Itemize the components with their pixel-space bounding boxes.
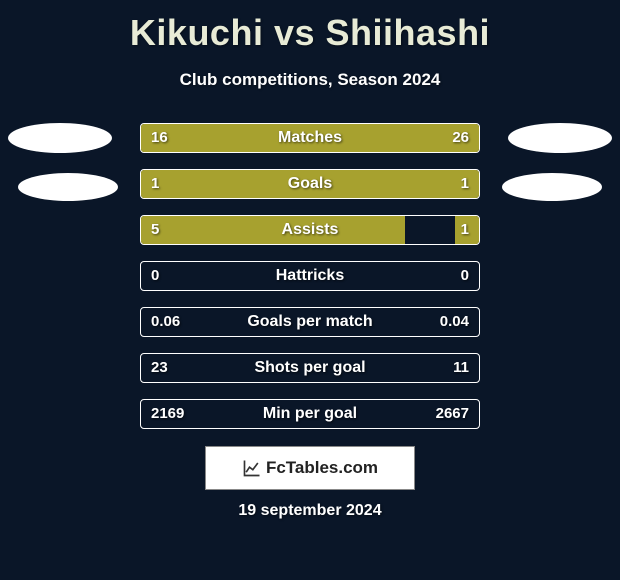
player1-photo-placeholder [8,123,112,153]
stat-value-right: 1 [461,170,469,199]
stat-value-right: 2667 [436,400,469,429]
player1-badge-placeholder [18,173,118,201]
stat-row: 2169Min per goal2667 [140,399,480,429]
stat-row: 1Goals1 [140,169,480,199]
player2-photo-placeholder [508,123,612,153]
branding-box: FcTables.com [205,446,415,490]
player1-name: Kikuchi [130,12,264,53]
stat-row: 0.06Goals per match0.04 [140,307,480,337]
stat-row: 5Assists1 [140,215,480,245]
stat-row: 16Matches26 [140,123,480,153]
page-title: Kikuchi vs Shiihashi [0,0,620,54]
stats-container: 16Matches261Goals15Assists10Hattricks00.… [140,123,480,445]
footer-date: 19 september 2024 [0,502,620,520]
chart-icon [242,458,262,478]
branding-text: FcTables.com [266,458,378,478]
stat-label: Hattricks [141,262,479,291]
stat-label: Min per goal [141,400,479,429]
stat-label: Goals [141,170,479,199]
stat-label: Assists [141,216,479,245]
stat-value-right: 11 [453,354,469,383]
stat-label: Shots per goal [141,354,479,383]
stat-value-right: 0.04 [440,308,469,337]
stat-value-right: 1 [461,216,469,245]
subtitle: Club competitions, Season 2024 [0,70,620,90]
stat-row: 23Shots per goal11 [140,353,480,383]
stat-label: Goals per match [141,308,479,337]
stat-value-right: 0 [461,262,469,291]
stat-value-right: 26 [452,124,469,153]
stat-label: Matches [141,124,479,153]
player2-name: Shiihashi [326,12,491,53]
player2-badge-placeholder [502,173,602,201]
stat-row: 0Hattricks0 [140,261,480,291]
vs-separator: vs [274,12,315,53]
